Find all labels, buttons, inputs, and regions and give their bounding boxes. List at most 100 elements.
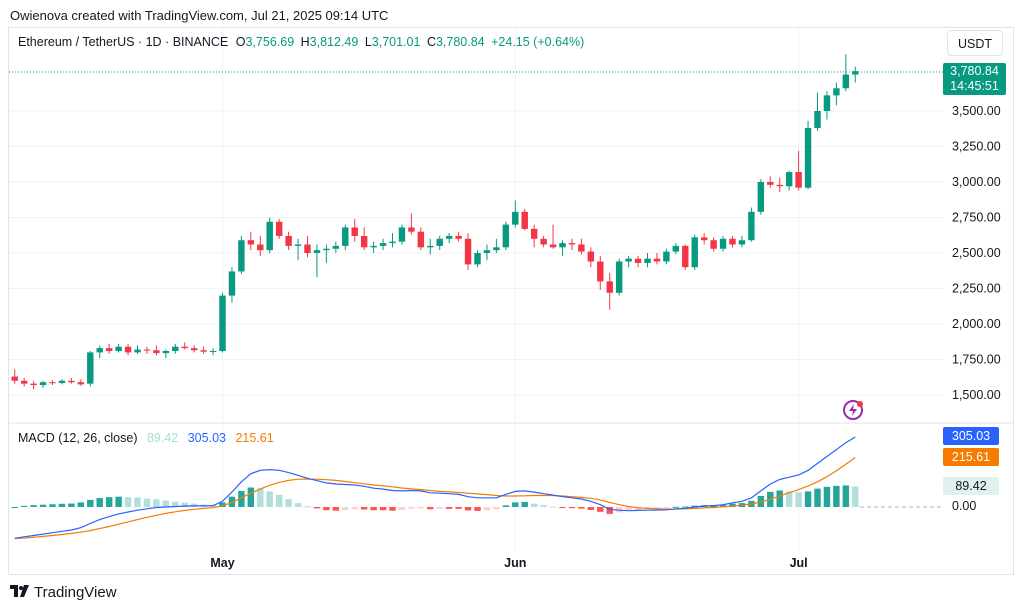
macd-hist-bar	[833, 485, 840, 507]
macd-hist-bar	[323, 507, 330, 511]
last-price-value: 3,780.84	[950, 64, 999, 78]
macd-hist-bar	[653, 507, 661, 509]
candle-body	[389, 241, 396, 244]
macd-hist-bar	[313, 507, 321, 509]
candle-body	[219, 295, 226, 351]
tradingview-logo-icon	[10, 584, 30, 601]
macd-axis-badge: 305.03	[943, 427, 999, 445]
change-value: +24.15 (+0.64%)	[491, 35, 585, 49]
macd-legend[interactable]: MACD (12, 26, close) 89.42 305.03 215.61	[18, 431, 274, 445]
candle-body	[767, 182, 774, 185]
macd-hist-bar	[804, 491, 812, 507]
macd-hist-bar	[852, 486, 859, 507]
signal-axis-badge: 215.61	[943, 448, 999, 466]
candle-body	[597, 261, 604, 282]
alert-bolt-icon[interactable]	[843, 400, 863, 420]
candle-body	[729, 238, 736, 245]
candle-body	[700, 237, 708, 241]
macd-hist-bar	[153, 499, 160, 507]
symbol-legend[interactable]: Ethereum / TetherUS · 1D · BINANCE O3,75…	[18, 35, 584, 49]
macd-hist-bar	[332, 507, 340, 511]
macd-hist-bar	[597, 507, 604, 512]
candle-body	[77, 382, 85, 385]
candle-body	[360, 235, 368, 248]
candle-body	[833, 88, 840, 96]
candle-body	[172, 346, 179, 351]
tradingview-brand: TradingView	[34, 584, 117, 601]
candle-body	[247, 240, 255, 245]
tradingview-logo[interactable]: TradingView	[10, 584, 117, 601]
candle-body	[304, 244, 311, 253]
candle-body	[30, 383, 37, 386]
close-label: C	[426, 35, 436, 49]
candle-body	[445, 235, 453, 239]
candle-body	[682, 245, 689, 268]
macd-hist-bar	[568, 507, 576, 509]
high-label: H	[300, 35, 310, 49]
macd-hist-bar	[549, 506, 557, 508]
macd-hist-bar	[502, 505, 510, 507]
macd-hist-bar	[814, 488, 821, 507]
open-label: O	[235, 35, 246, 49]
price-tick-label: 2,500.00	[952, 246, 1001, 260]
candle-body	[398, 227, 406, 242]
candle-body	[238, 240, 245, 272]
macd-hist-bar	[776, 490, 783, 507]
macd-hist-bar	[181, 502, 188, 507]
price-axis: 1,500.00 1,750.00 2,000.00 2,250.00 2,500.00…	[952, 104, 1001, 402]
macd-hist-bar	[238, 490, 245, 507]
price-tick-label: 2,250.00	[952, 282, 1001, 296]
macd-hist-bar	[172, 501, 179, 507]
price-tick-label: 2,750.00	[952, 211, 1001, 225]
candle-body	[559, 243, 566, 248]
candle-body	[20, 380, 28, 384]
candle-body	[417, 231, 425, 248]
price-tick-label: 3,500.00	[952, 104, 1001, 118]
chart-frame	[8, 27, 1014, 575]
last-price-badge: 3,780.84 14:45:51	[943, 63, 1006, 95]
candle-body	[275, 221, 283, 236]
macd-title: MACD (12, 26, close)	[18, 431, 138, 445]
macd-hist-bar	[795, 492, 802, 507]
macd-hist-bar	[304, 506, 311, 508]
macd-hist-bar	[512, 502, 519, 507]
candle-body	[483, 250, 491, 253]
price-tick-label: 1,750.00	[952, 353, 1001, 367]
symbol-name: Ethereum / TetherUS · 1D · BINANCE	[18, 35, 229, 49]
candle-body	[49, 382, 56, 384]
candle-body	[521, 211, 528, 229]
macd-hist-bar	[729, 503, 736, 507]
candle-body	[474, 253, 481, 265]
currency-button[interactable]: USDT	[947, 30, 1003, 56]
candle-body	[162, 350, 170, 354]
candle-body	[634, 258, 642, 263]
candle-body	[58, 380, 66, 383]
macd-hist-bar	[445, 507, 453, 509]
time-tick-label: Jul	[790, 556, 808, 570]
candle-body	[313, 250, 321, 253]
macd-hist-bar	[87, 499, 94, 507]
grid-lines	[9, 28, 943, 552]
macd-hist-bar	[521, 501, 528, 507]
candle-body	[814, 111, 821, 129]
candle-body	[823, 95, 831, 111]
candle-body	[852, 71, 859, 75]
candle-body	[804, 128, 812, 188]
macd-hist-bar	[719, 504, 727, 507]
candle-body	[342, 227, 349, 246]
candle-body	[464, 238, 472, 265]
macd-hist-bar	[96, 498, 103, 507]
macd-hist-bar	[275, 494, 283, 507]
candle-body	[332, 245, 340, 249]
candle-body	[134, 349, 141, 353]
bar-countdown: 14:45:51	[950, 79, 999, 93]
macd-hist-bar	[124, 497, 132, 507]
zero-axis-label: 0.00	[952, 499, 977, 513]
macd-hist-bar	[134, 497, 141, 507]
macd-hist-bar	[606, 507, 613, 514]
price-tick-label: 3,250.00	[952, 140, 1001, 154]
macd-hist-bar	[663, 507, 670, 508]
macd-hist-bar	[559, 507, 566, 508]
candle-body	[87, 352, 94, 384]
